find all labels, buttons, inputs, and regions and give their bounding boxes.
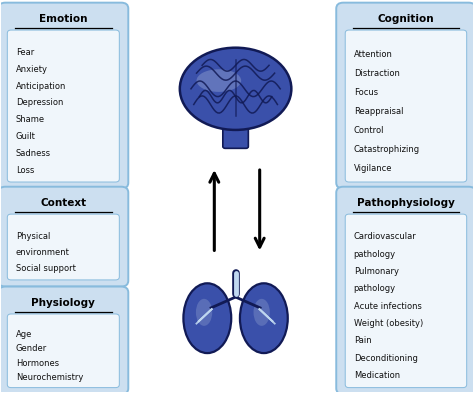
Text: Acute infections: Acute infections	[354, 302, 421, 310]
FancyBboxPatch shape	[0, 3, 128, 189]
Text: Reappraisal: Reappraisal	[354, 107, 403, 116]
FancyBboxPatch shape	[0, 187, 128, 286]
Ellipse shape	[240, 283, 288, 353]
Text: Deconditioning: Deconditioning	[354, 354, 418, 363]
Text: Social support: Social support	[16, 264, 76, 273]
Text: pathology: pathology	[354, 285, 396, 293]
Text: Cognition: Cognition	[378, 14, 434, 24]
Text: Loss: Loss	[16, 166, 34, 174]
Text: Pain: Pain	[354, 336, 371, 345]
Text: Attention: Attention	[354, 50, 392, 59]
Ellipse shape	[254, 299, 270, 326]
Text: Pulmonary: Pulmonary	[354, 267, 399, 276]
Ellipse shape	[197, 69, 241, 92]
Text: environment: environment	[16, 248, 70, 257]
Text: Hormones: Hormones	[16, 359, 59, 368]
Text: Depression: Depression	[16, 98, 63, 107]
Ellipse shape	[196, 299, 212, 326]
Text: Distraction: Distraction	[354, 69, 400, 78]
Text: Anxiety: Anxiety	[16, 65, 48, 74]
Text: Context: Context	[40, 198, 86, 208]
Text: pathology: pathology	[354, 250, 396, 259]
Text: Medication: Medication	[354, 371, 400, 380]
FancyBboxPatch shape	[336, 187, 474, 393]
Text: Emotion: Emotion	[39, 14, 88, 24]
FancyBboxPatch shape	[7, 214, 119, 280]
Text: Neurochemistry: Neurochemistry	[16, 373, 83, 382]
FancyBboxPatch shape	[0, 286, 128, 393]
Text: Physical: Physical	[16, 231, 50, 241]
Text: Gender: Gender	[16, 344, 47, 353]
Text: Weight (obesity): Weight (obesity)	[354, 319, 423, 328]
Text: Fear: Fear	[16, 48, 34, 57]
Text: Cardiovascular: Cardiovascular	[354, 232, 417, 241]
FancyBboxPatch shape	[7, 30, 119, 182]
FancyBboxPatch shape	[336, 3, 474, 189]
Text: Focus: Focus	[354, 88, 378, 97]
Ellipse shape	[183, 283, 231, 353]
Text: Catastrophizing: Catastrophizing	[354, 145, 420, 154]
Text: Physiology: Physiology	[31, 298, 95, 308]
Text: Vigilance: Vigilance	[354, 164, 392, 173]
Text: Sadness: Sadness	[16, 149, 51, 158]
FancyBboxPatch shape	[345, 214, 467, 387]
FancyBboxPatch shape	[223, 123, 248, 148]
Text: Control: Control	[354, 126, 384, 135]
Text: Shame: Shame	[16, 115, 45, 124]
Text: Anticipation: Anticipation	[16, 82, 66, 91]
Ellipse shape	[180, 48, 292, 130]
Text: Pathophysiology: Pathophysiology	[357, 198, 455, 208]
FancyBboxPatch shape	[345, 30, 467, 182]
FancyBboxPatch shape	[7, 314, 119, 387]
Text: Age: Age	[16, 330, 32, 339]
Text: Guilt: Guilt	[16, 132, 36, 141]
